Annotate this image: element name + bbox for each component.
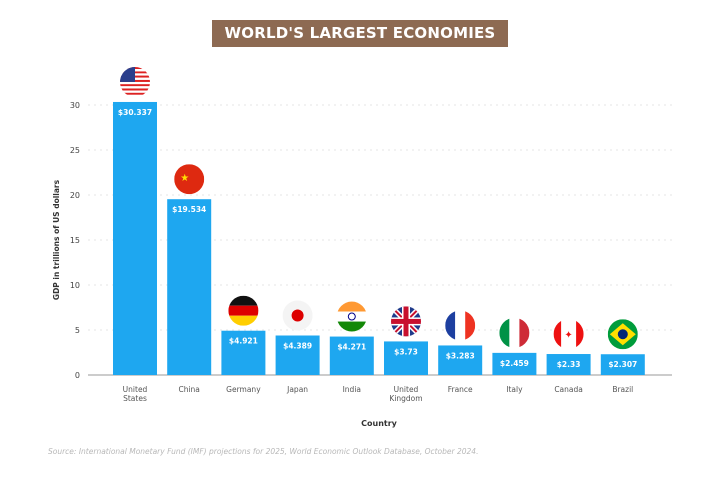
bar [221, 330, 266, 375]
data-label: $4.921 [229, 337, 258, 346]
bar [167, 199, 212, 375]
france-flag-icon [445, 310, 476, 341]
y-tick-label: 20 [70, 191, 80, 200]
y-tick-label: 30 [70, 101, 80, 110]
y-axis-label: GDP in trillions of US dollars [52, 179, 61, 300]
canada-flag-icon: ✦ [553, 319, 584, 350]
india-flag-icon [336, 301, 367, 332]
y-tick-label: 25 [70, 146, 80, 155]
svg-text:★: ★ [180, 173, 189, 184]
bar [275, 335, 320, 375]
x-tick-label: Germany [226, 385, 261, 394]
data-label: $4.389 [283, 341, 312, 350]
bar [384, 341, 428, 375]
data-label: $30.337 [118, 108, 152, 117]
data-label: $2.33 [557, 360, 581, 369]
x-tick-label: Japan [286, 385, 308, 394]
us-flag-icon [120, 66, 150, 97]
data-label: $2.307 [608, 360, 637, 369]
y-tick-label: 0 [75, 371, 80, 380]
x-tick-label: Canada [554, 385, 583, 394]
y-tick-label: 5 [75, 326, 80, 335]
data-label: $2.459 [500, 359, 529, 368]
data-label: $3.283 [446, 351, 475, 360]
data-label: $4.271 [337, 343, 366, 352]
x-tick-label: China [178, 385, 199, 394]
brazil-flag-icon [607, 319, 638, 350]
china-flag-icon: ★ [174, 164, 205, 195]
germany-flag-icon [228, 295, 259, 326]
bar [600, 354, 645, 375]
x-tick-label: France [448, 385, 473, 394]
x-tick-label: United States [123, 385, 148, 403]
x-tick-label: India [343, 385, 361, 394]
bar [113, 101, 157, 375]
x-axis-label: Country [361, 419, 398, 428]
x-tick-label: Brazil [612, 385, 633, 394]
svg-text:✦: ✦ [564, 330, 572, 341]
data-label: $3.73 [394, 347, 418, 356]
x-tick-label: Italy [506, 385, 523, 394]
bar [546, 354, 591, 375]
source-note: Source: International Monetary Fund (IMF… [48, 447, 479, 456]
japan-flag-icon [282, 300, 313, 331]
italy-flag-icon [499, 317, 530, 348]
data-label: $19.534 [172, 205, 206, 214]
bar [438, 345, 483, 375]
chart-title: WORLD'S LARGEST ECONOMIES [212, 20, 508, 47]
x-tick-label: United Kingdom [389, 385, 422, 403]
y-tick-label: 15 [70, 236, 80, 245]
y-tick-label: 10 [70, 281, 80, 290]
uk-flag-icon [391, 306, 421, 337]
bar [492, 352, 537, 375]
bar [329, 336, 374, 375]
